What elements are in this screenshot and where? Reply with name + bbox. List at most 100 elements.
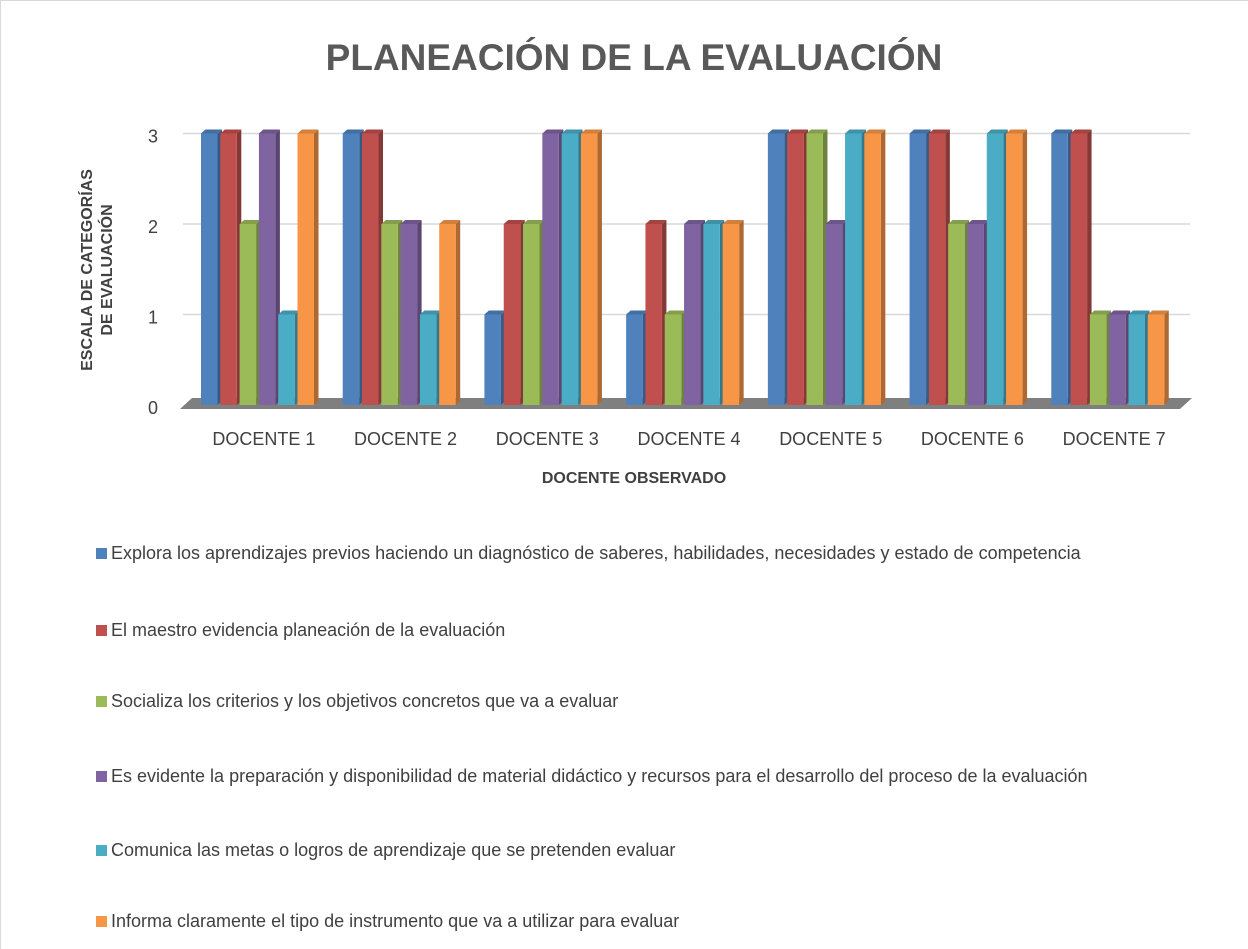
x-tick-label: DOCENTE 4 xyxy=(637,429,740,449)
bar xyxy=(825,224,843,405)
bar xyxy=(201,133,218,405)
legend-entry: Comunica las metas o logros de aprendiza… xyxy=(96,837,1196,863)
bar-side xyxy=(597,129,602,405)
bar-top xyxy=(928,129,950,134)
bar xyxy=(948,224,965,405)
y-axis-title-line: DE EVALUACIÓN xyxy=(97,204,116,335)
bar xyxy=(684,224,701,405)
bar-top xyxy=(484,310,506,315)
bar xyxy=(258,133,276,405)
bar xyxy=(806,133,823,405)
legend-label: Socializa los criterios y los objetivos … xyxy=(111,691,619,711)
bar-side xyxy=(739,220,744,405)
bar-top xyxy=(703,220,725,224)
bar xyxy=(986,133,1004,405)
bar-top xyxy=(362,129,384,134)
bar-top xyxy=(787,129,809,134)
bar xyxy=(928,133,946,405)
bar-top xyxy=(381,220,403,224)
legend-entry: Socializa los criterios y los objetivos … xyxy=(96,688,1196,714)
bar-top xyxy=(1109,310,1131,315)
bar xyxy=(645,224,662,405)
x-tick-label: DOCENTE 5 xyxy=(779,429,882,449)
bar-top xyxy=(220,129,242,134)
bar-side xyxy=(880,129,886,405)
bar xyxy=(1147,314,1165,405)
bar-top xyxy=(948,220,970,224)
bar-top xyxy=(1051,129,1073,134)
bar-top xyxy=(664,310,686,315)
legend-swatch xyxy=(96,696,107,707)
bar-top xyxy=(258,129,280,134)
bar-top xyxy=(1128,310,1150,315)
bar-top xyxy=(439,220,461,224)
x-axis-title: DOCENTE OBSERVADO xyxy=(542,470,726,487)
bar xyxy=(419,314,437,405)
bar-top xyxy=(542,129,564,134)
bar-top xyxy=(561,129,583,134)
bar xyxy=(845,133,862,405)
bar-top xyxy=(626,310,648,315)
x-tick-label: DOCENTE 2 xyxy=(354,429,457,449)
legend-swatch xyxy=(96,916,107,927)
chart-title: PLANEACIÓN DE LA EVALUACIÓN xyxy=(326,36,943,78)
bar-top xyxy=(645,220,667,224)
bar-top xyxy=(580,129,602,134)
legend-label: Explora los aprendizajes previos haciend… xyxy=(111,543,1081,563)
bar-top xyxy=(400,220,422,224)
x-tick-label: DOCENTE 1 xyxy=(212,429,315,449)
bar-top xyxy=(1147,310,1169,315)
bar-top xyxy=(825,220,847,224)
bar-top xyxy=(523,220,545,224)
bar xyxy=(767,133,785,405)
bar-top xyxy=(864,129,886,134)
bar xyxy=(439,224,456,405)
legend-entry: Explora los aprendizajes previos haciend… xyxy=(96,540,1196,566)
bar xyxy=(381,224,398,405)
bar xyxy=(909,133,927,405)
legend-label: Informa claramente el tipo de instrument… xyxy=(111,911,680,931)
bar xyxy=(239,224,257,405)
bar xyxy=(864,133,881,405)
legend-swatch xyxy=(96,548,107,559)
bar-side xyxy=(314,129,319,405)
bar xyxy=(787,133,804,405)
bar-top xyxy=(239,220,261,224)
bar-top xyxy=(297,129,319,134)
bar-top xyxy=(767,129,789,134)
bar xyxy=(1128,314,1145,405)
legend-swatch xyxy=(96,625,107,636)
bar-top xyxy=(845,129,867,134)
bar-top xyxy=(201,129,222,134)
bar xyxy=(278,314,295,405)
bar-top xyxy=(806,129,828,134)
bar xyxy=(1109,314,1126,405)
bar xyxy=(220,133,237,405)
bar xyxy=(626,314,643,405)
x-tick-label: DOCENTE 7 xyxy=(1063,429,1166,449)
legend-label: El maestro evidencia planeación de la ev… xyxy=(111,620,506,640)
bar xyxy=(561,133,579,405)
bar-top xyxy=(278,310,300,315)
bar xyxy=(722,224,740,405)
bar xyxy=(362,133,379,405)
bar-top xyxy=(342,129,364,134)
legend-entry: Es evidente la preparación y disponibili… xyxy=(96,763,1196,789)
y-axis-title-line: ESCALA DE CATEGORÍAS xyxy=(77,169,96,371)
bar xyxy=(1006,133,1023,405)
legend-label: Es evidente la preparación y disponibili… xyxy=(111,766,1088,786)
bar-top xyxy=(1006,129,1028,134)
bar xyxy=(503,224,521,405)
legend-entry: Informa claramente el tipo de instrument… xyxy=(96,908,1196,934)
y-tick-label: 1 xyxy=(148,307,158,327)
bar-top xyxy=(909,129,931,134)
y-axis-title: ESCALA DE CATEGORÍAS DE EVALUACIÓN xyxy=(77,169,116,371)
bar-top xyxy=(967,220,989,224)
bar-top xyxy=(986,129,1008,134)
bar xyxy=(342,133,360,405)
legend-swatch xyxy=(96,771,107,782)
bar xyxy=(703,224,720,405)
x-tick-label: DOCENTE 6 xyxy=(921,429,1024,449)
bar-side xyxy=(455,220,461,405)
